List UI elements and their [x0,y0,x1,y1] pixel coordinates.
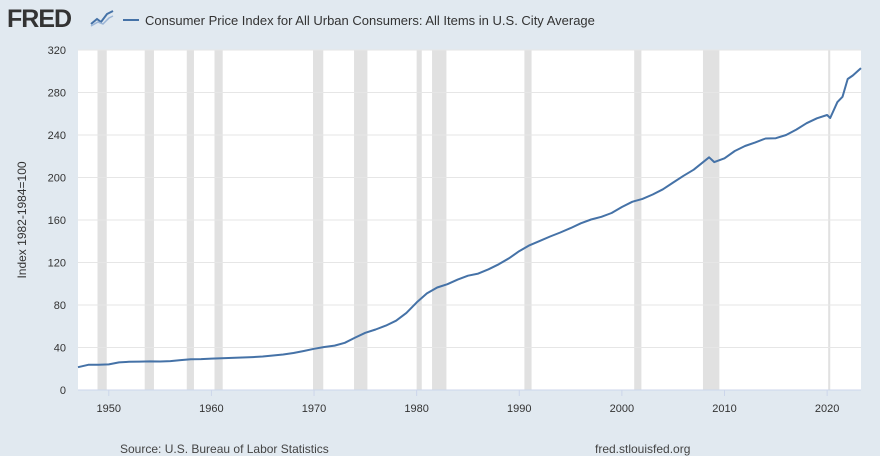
header: FRED Consumer Price Index for All Urban … [0,0,880,40]
x-tick-label: 2000 [610,403,634,415]
y-tick-label: 80 [54,300,66,312]
series-line-cpi [77,67,862,369]
x-tick-label: 1980 [404,403,428,415]
x-tick-label: 1970 [302,403,326,415]
trend-chart-icon [89,8,115,28]
fred-logo[interactable]: FRED [7,5,72,33]
x-tick-label: 2010 [712,403,736,415]
chart-legend[interactable]: Consumer Price Index for All Urban Consu… [123,10,595,30]
x-tick-label: 2020 [815,403,839,415]
x-tick-label: 1990 [507,403,531,415]
legend-series-label: Consumer Price Index for All Urban Consu… [145,12,595,28]
y-tick-label: 200 [48,173,66,185]
x-tick-label: 1960 [199,403,223,415]
y-tick-label: 240 [48,130,66,142]
y-tick-label: 160 [48,215,66,227]
y-tick-label: 280 [48,88,66,100]
x-tick-label: 1950 [97,403,121,415]
y-tick-label: 40 [54,343,66,355]
legend-swatch [123,19,139,21]
site-link[interactable]: fred.stlouisfed.org [595,442,691,456]
y-tick-label: 0 [60,385,66,397]
y-axis-label: Index 1982-1984=100 [15,161,29,278]
y-tick-label: 120 [48,258,66,270]
source-note: Source: U.S. Bureau of Labor Statistics [120,442,329,456]
y-tick-label: 320 [48,45,66,57]
